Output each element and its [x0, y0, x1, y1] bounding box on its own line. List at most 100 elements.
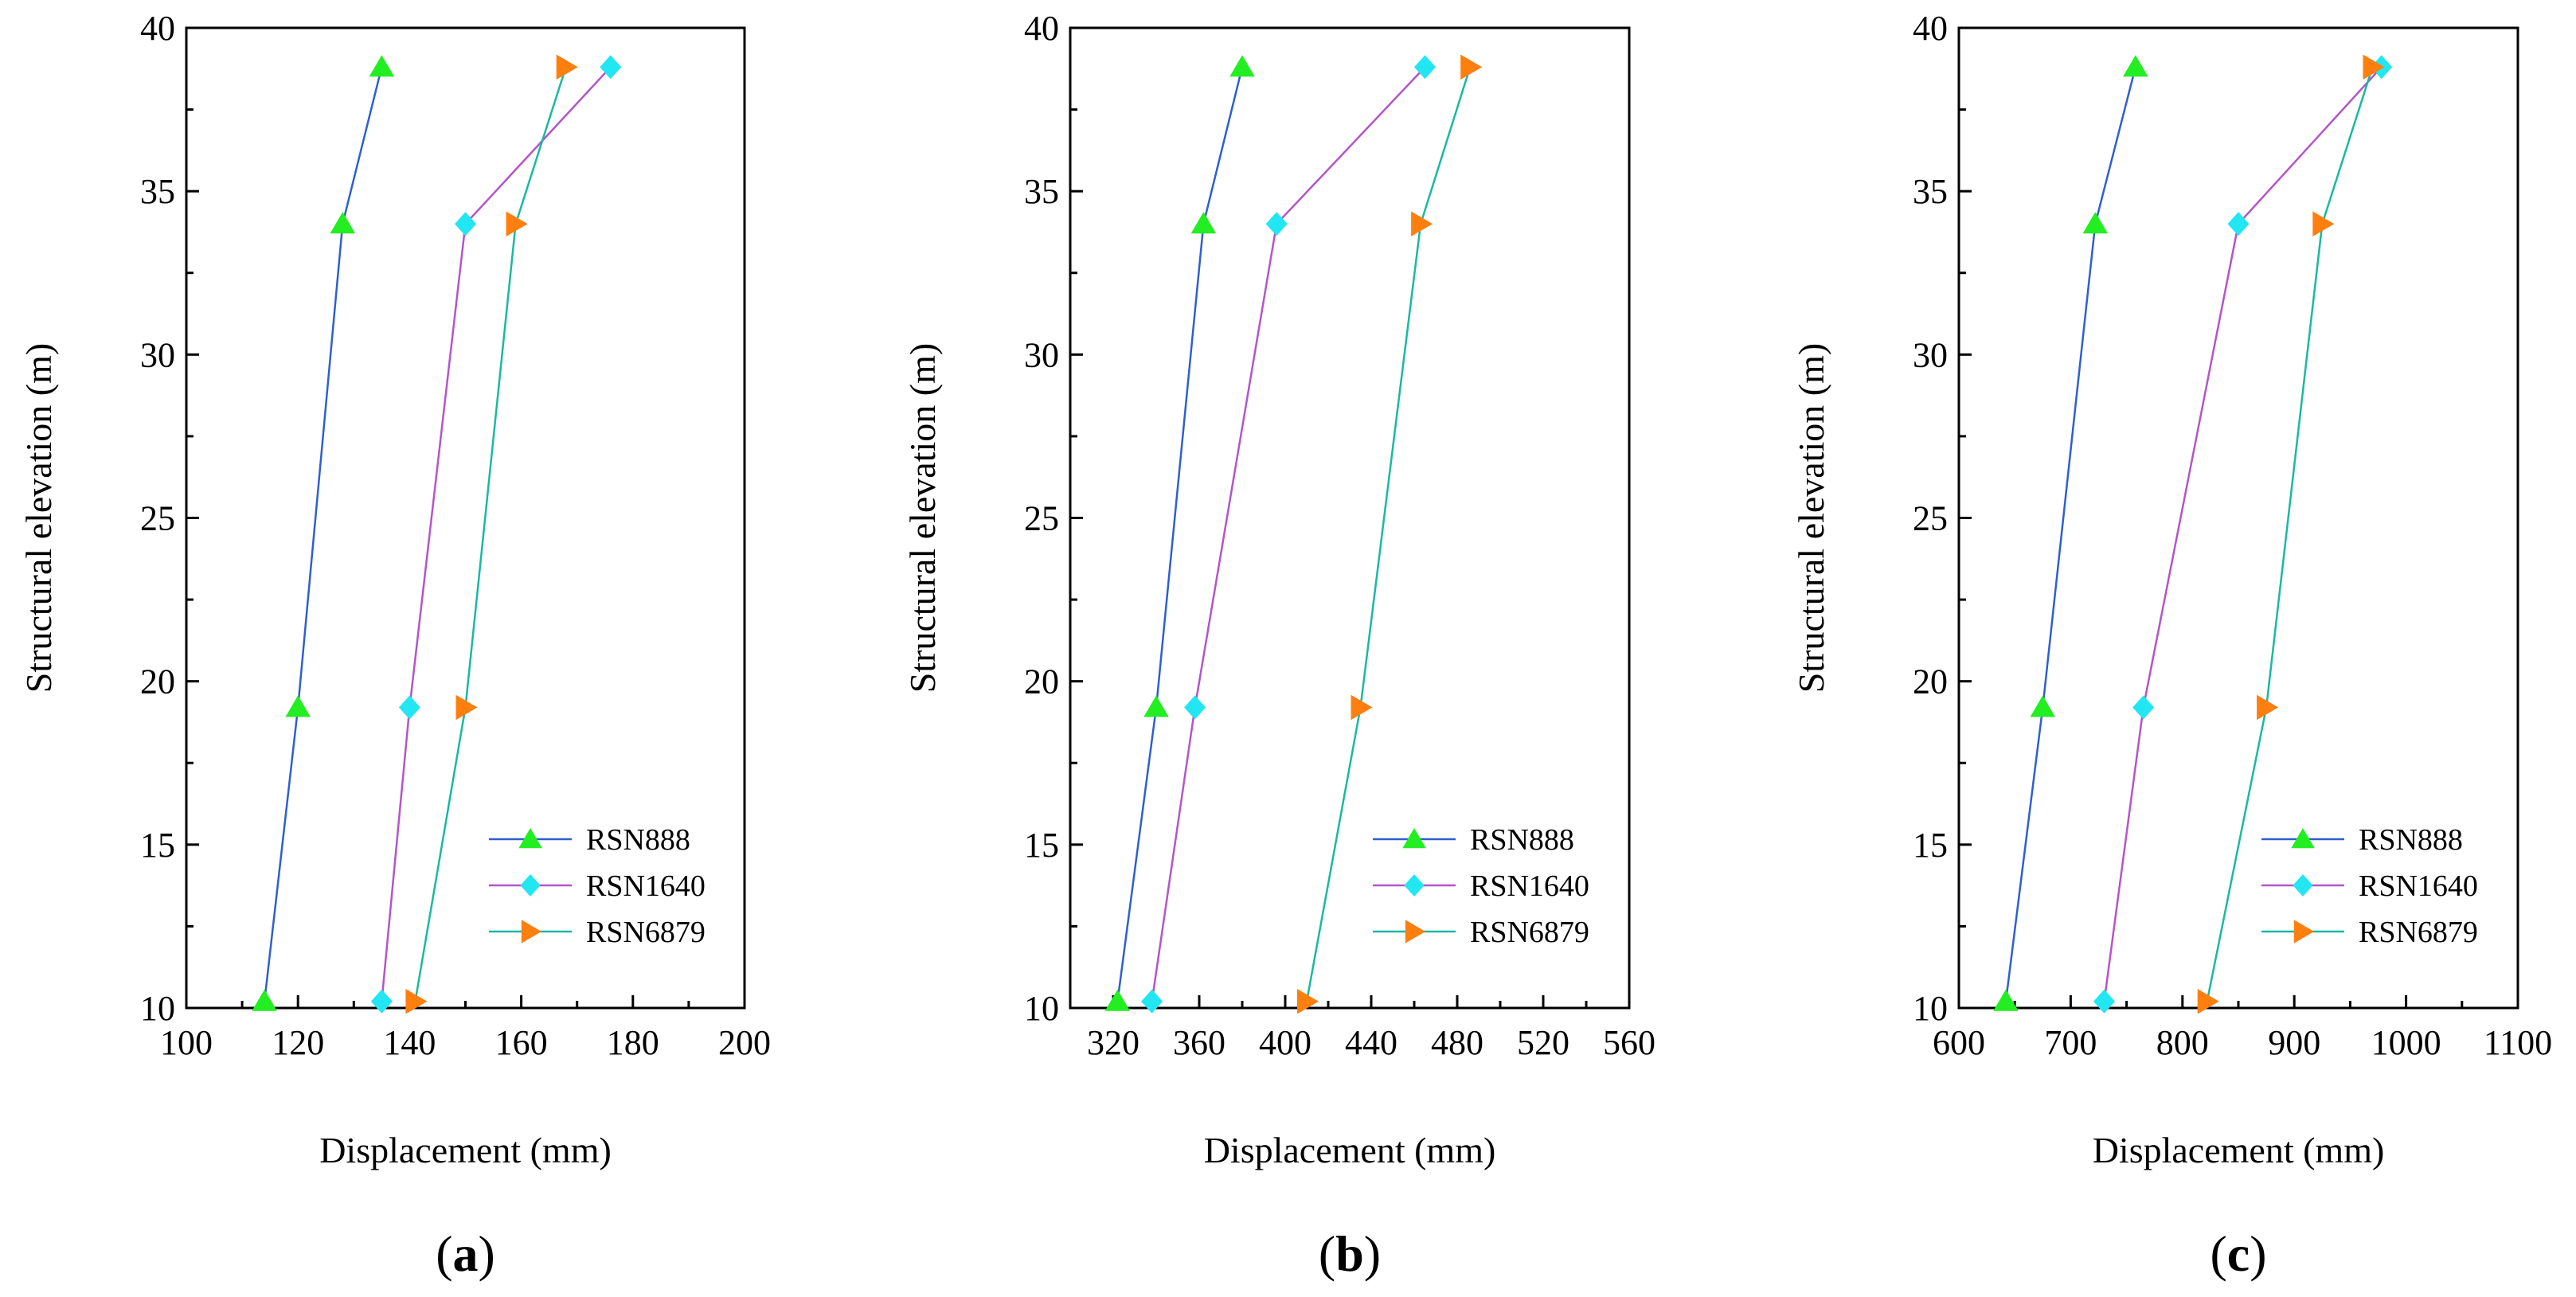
legend: RSN888 RSN1640 RSN6879 [489, 823, 706, 949]
y-axis-title: Structural elevation (m) [902, 343, 943, 693]
x-tick-label: 1100 [2484, 1023, 2552, 1062]
data-point-rsn1640 [1141, 989, 1163, 1014]
legend-marker [1402, 828, 1426, 849]
x-tick-label: 600 [1933, 1023, 1985, 1062]
data-point-rsn1640 [398, 695, 420, 720]
data-point-rsn888 [2082, 212, 2109, 234]
data-point-rsn1640 [1184, 695, 1206, 720]
x-tick-label: 900 [2268, 1023, 2320, 1062]
data-point-rsn888 [369, 55, 395, 77]
series-line-rsn6879 [1305, 66, 1472, 1002]
y-tick-label: 25 [140, 499, 175, 538]
x-tick-label: 100 [160, 1023, 213, 1062]
y-tick-label: 25 [1024, 499, 1059, 538]
x-tick-label: 180 [607, 1023, 659, 1062]
legend-label: RSN1640 [586, 869, 706, 903]
y-tick-label: 30 [1024, 335, 1059, 374]
legend-label: RSN6879 [2359, 916, 2478, 949]
y-axis-title: Structural elevation (m) [18, 343, 59, 693]
data-point-rsn888 [285, 695, 311, 717]
data-point-rsn6879 [2363, 54, 2385, 80]
x-tick-label: 1000 [2371, 1023, 2441, 1062]
data-point-rsn6879 [2257, 694, 2279, 721]
series-line-rsn888 [2004, 66, 2137, 1002]
x-tick-label: 520 [1517, 1023, 1569, 1062]
y-tick-label: 30 [140, 335, 175, 374]
data-point-rsn888 [330, 212, 356, 234]
legend-label: RSN1640 [2359, 869, 2478, 903]
data-point-rsn888 [252, 989, 277, 1011]
data-point-rsn888 [1190, 212, 1217, 234]
y-tick-label: 15 [140, 826, 175, 865]
x-tick-label: 360 [1173, 1023, 1225, 1062]
plot-frame [1069, 26, 1631, 1010]
y-tick-label: 20 [140, 662, 175, 701]
x-tick-label: 800 [2156, 1023, 2209, 1062]
y-tick-label: 40 [1024, 9, 1059, 48]
series-line-rsn888 [263, 66, 383, 1002]
y-tick-label: 40 [140, 9, 175, 48]
data-point-rsn888 [1993, 989, 2019, 1011]
y-tick-label: 30 [1913, 335, 1948, 374]
legend-label: RSN1640 [1470, 869, 1589, 903]
y-tick-label: 15 [1024, 826, 1059, 865]
data-point-rsn888 [1143, 695, 1169, 717]
data-point-rsn6879 [1351, 694, 1373, 721]
x-axis-title: Displacement (mm) [2093, 1130, 2385, 1170]
legend: RSN888 RSN1640 RSN6879 [2261, 823, 2478, 949]
x-tick-label: 160 [495, 1023, 548, 1062]
x-tick-label: 440 [1345, 1023, 1397, 1062]
data-point-rsn6879 [2197, 989, 2219, 1014]
x-axis-title: Displacement (mm) [319, 1130, 612, 1170]
data-point-rsn1640 [1414, 55, 1436, 80]
y-tick-label: 40 [1913, 9, 1948, 48]
y-tick-label: 10 [140, 989, 175, 1028]
legend-marker [518, 828, 542, 849]
legend-marker [2293, 920, 2314, 943]
plot-frame [185, 26, 746, 1010]
y-tick-label: 25 [1913, 499, 1948, 538]
x-tick-label: 320 [1087, 1023, 1139, 1062]
legend-marker [520, 874, 541, 897]
y-tick-label: 20 [1024, 662, 1059, 701]
data-point-rsn888 [1104, 989, 1131, 1011]
plot-frame [1957, 26, 2519, 1010]
y-tick-label: 35 [1913, 172, 1948, 211]
data-point-rsn6879 [455, 694, 478, 721]
data-point-rsn1640 [2227, 212, 2250, 236]
legend-label: RSN6879 [586, 916, 706, 949]
legend-marker [2291, 828, 2315, 849]
legend-marker [521, 920, 541, 943]
y-tick-label: 20 [1913, 662, 1948, 701]
data-point-rsn6879 [506, 211, 528, 236]
y-tick-label: 35 [1024, 172, 1059, 211]
series-line-rsn6879 [2206, 66, 2374, 1002]
y-tick-label: 35 [140, 172, 175, 211]
data-point-rsn1640 [370, 989, 393, 1014]
x-tick-label: 200 [718, 1023, 771, 1062]
legend-label: RSN888 [2359, 823, 2463, 857]
y-axis-title: Structural elevation (m) [1791, 343, 1831, 693]
legend-label: RSN6879 [1470, 916, 1589, 949]
panel-label: (b) [1319, 1225, 1381, 1282]
series-line-rsn1640 [2103, 66, 2383, 1002]
legend-label: RSN888 [586, 823, 690, 857]
x-tick-label: 400 [1259, 1023, 1311, 1062]
series-line-rsn6879 [414, 66, 567, 1002]
data-point-rsn1640 [2132, 695, 2155, 720]
panel-letter: b [1335, 1225, 1364, 1282]
y-tick-label: 15 [1913, 826, 1948, 865]
panel-letter: a [453, 1225, 479, 1282]
series-line-rsn1640 [1151, 66, 1426, 1002]
panel-label: (a) [436, 1225, 495, 1282]
chart-panel-c: 10 15 20 25 30 35 40 600 700 800 900 1000 1100 Displa… [1791, 9, 2552, 1282]
panel-letter: c [2227, 1225, 2250, 1282]
legend: RSN888 RSN1640 RSN6879 [1373, 823, 1589, 949]
legend-marker [1404, 874, 1425, 897]
series-line-rsn888 [1116, 66, 1244, 1002]
legend-marker [2293, 874, 2313, 897]
data-point-rsn888 [2123, 55, 2148, 77]
data-point-rsn1640 [455, 212, 476, 236]
data-point-rsn888 [1229, 55, 1255, 77]
